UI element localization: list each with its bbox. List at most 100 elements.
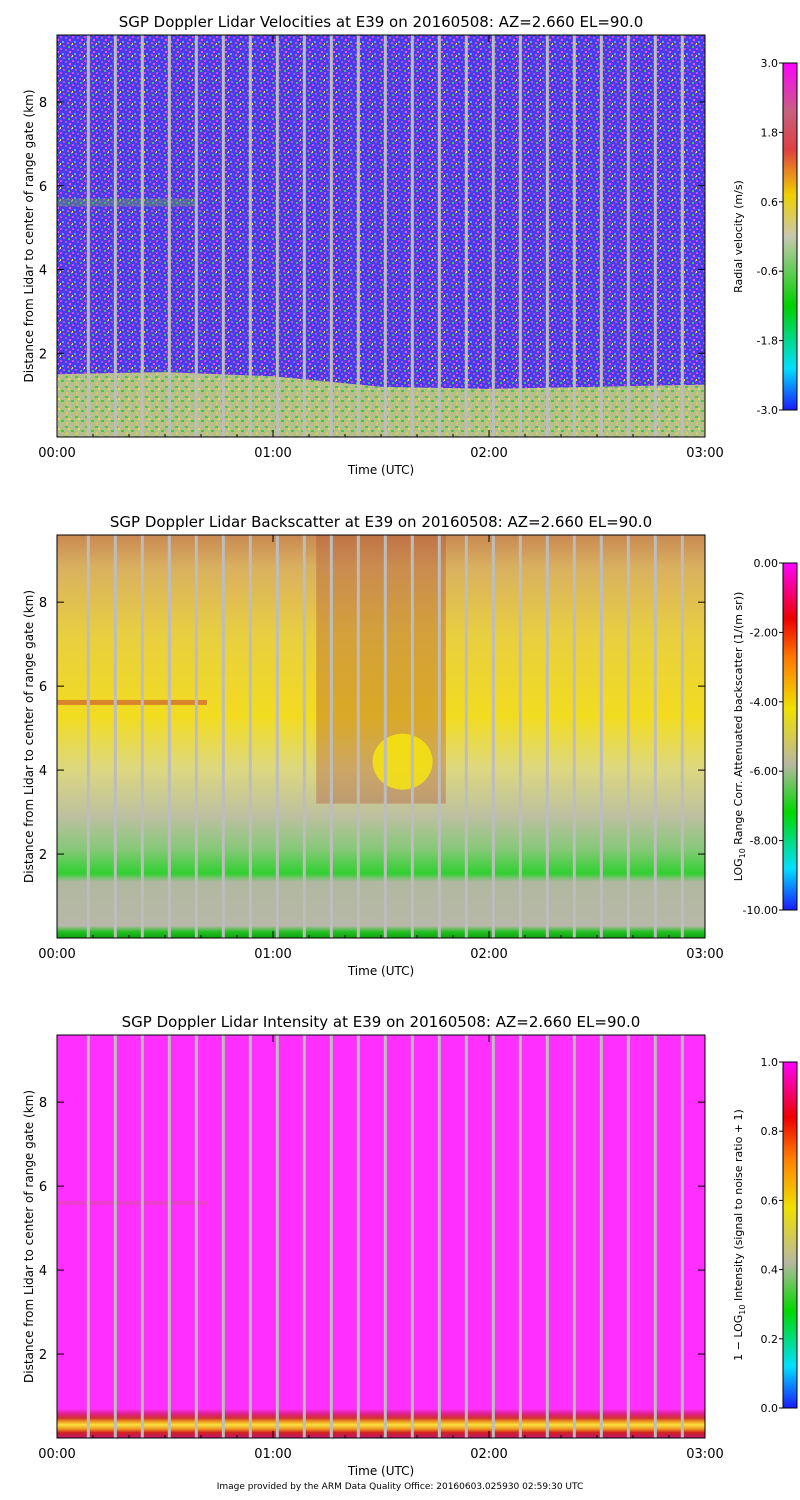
boundary-layer-region xyxy=(57,372,705,437)
scan-gap xyxy=(86,535,90,938)
panel-1: SGP Doppler Lidar Velocities at E39 on 2… xyxy=(22,13,798,477)
y-tick-label: 8 xyxy=(39,96,47,111)
x-axis-label: Time (UTC) xyxy=(347,463,414,477)
scan-gap xyxy=(356,1035,360,1438)
y-tick-label: 8 xyxy=(39,1096,47,1111)
colorbar-label: 1 − LOG10 Intensity (signal to noise rat… xyxy=(732,1109,747,1361)
attribution-footer: Image provided by the ARM Data Quality O… xyxy=(216,1482,584,1492)
scan-gaps xyxy=(86,1035,684,1438)
scan-gap xyxy=(464,1035,468,1438)
colorbar-tick-label: -0.6 xyxy=(757,265,778,278)
scan-gap xyxy=(437,1035,441,1438)
scan-gap xyxy=(572,1035,576,1438)
scan-gap xyxy=(302,35,306,437)
scan-gap xyxy=(302,1035,306,1438)
scan-gap xyxy=(437,35,441,437)
colorbar-tick-label: -4.00 xyxy=(750,696,778,709)
panel-3: SGP Doppler Lidar Intensity at E39 on 20… xyxy=(22,1013,798,1478)
scan-gap xyxy=(248,35,252,437)
scan-gap xyxy=(275,1035,279,1438)
scan-gap xyxy=(113,1035,117,1438)
intensity-field xyxy=(57,1035,705,1438)
backscatter-field xyxy=(57,535,705,938)
colorbar-gradient xyxy=(782,62,798,411)
panel-2: SGP Doppler Lidar Backscatter at E39 on … xyxy=(22,513,798,978)
y-tick-label: 6 xyxy=(39,1180,47,1195)
colorbar-tick-label: 0.4 xyxy=(761,1264,779,1277)
scan-gap xyxy=(167,35,171,437)
scan-gap xyxy=(221,535,225,938)
aerosol-layer xyxy=(57,699,207,705)
x-tick-label: 00:00 xyxy=(38,1447,75,1462)
scan-gap xyxy=(545,535,549,938)
scan-gap xyxy=(194,1035,198,1438)
scan-gap xyxy=(248,1035,252,1438)
x-tick-label: 01:00 xyxy=(254,947,291,962)
scan-gap xyxy=(680,35,684,437)
scan-gaps xyxy=(86,35,684,437)
colorbar-tick-label: -10.00 xyxy=(743,904,778,917)
scan-gap xyxy=(221,1035,225,1438)
scan-gap xyxy=(599,535,603,938)
scan-gap xyxy=(356,35,360,437)
scan-gap xyxy=(599,35,603,437)
aerosol-layer xyxy=(57,198,198,207)
scan-gap xyxy=(680,535,684,938)
near-surface-band xyxy=(57,1408,705,1438)
high-backscatter-core xyxy=(372,733,433,790)
y-tick-label: 4 xyxy=(39,1264,47,1279)
scan-gap xyxy=(626,35,630,437)
scan-gap xyxy=(329,35,333,437)
colorbar-tick-label: 0.8 xyxy=(761,1125,779,1138)
scan-gap xyxy=(275,35,279,437)
scan-gap xyxy=(491,1035,495,1438)
x-axis-label: Time (UTC) xyxy=(347,964,414,978)
scan-gap xyxy=(356,535,360,938)
scan-gap xyxy=(221,35,225,437)
colorbar: -3.0 -1.8 -0.6 0.6 1.8 3.0 Radial velocity (m/… xyxy=(732,57,798,417)
scan-gap xyxy=(437,535,441,938)
scan-gap xyxy=(113,35,117,437)
scan-gap xyxy=(383,535,387,938)
scan-gap xyxy=(680,1035,684,1438)
chart-title: SGP Doppler Lidar Backscatter at E39 on … xyxy=(110,513,652,531)
x-tick-label: 00:00 xyxy=(38,446,75,461)
scan-gap xyxy=(653,1035,657,1438)
scan-gap xyxy=(167,535,171,938)
colorbar-tick-label: -3.0 xyxy=(757,404,778,417)
scan-gap xyxy=(491,535,495,938)
y-axis-label: Distance from Lidar to center of range g… xyxy=(22,590,36,883)
colorbar: 0.0 0.2 0.4 0.6 0.8 1.0 1 − LOG10 Intensity (s… xyxy=(732,1056,798,1415)
y-tick-label: 6 xyxy=(39,680,47,695)
colorbar-tick-label: 1.0 xyxy=(761,1056,779,1069)
colorbar-tick-label: -1.8 xyxy=(757,335,778,348)
scan-gap xyxy=(86,35,90,437)
y-tick-label: 2 xyxy=(39,1348,47,1363)
chart-title: SGP Doppler Lidar Intensity at E39 on 20… xyxy=(122,1013,641,1031)
scan-gaps xyxy=(86,535,684,938)
scan-gap xyxy=(410,35,414,437)
y-tick-label: 4 xyxy=(39,764,47,779)
colorbar-tick-label: -6.00 xyxy=(750,765,778,778)
scan-gap xyxy=(302,535,306,938)
scan-gap xyxy=(140,1035,144,1438)
scan-gap xyxy=(545,1035,549,1438)
x-axis: 00:00 01:00 02:00 03:00 Time (UTC) xyxy=(38,535,724,978)
y-tick-label: 8 xyxy=(39,596,47,611)
scan-gap xyxy=(383,35,387,437)
scan-gap xyxy=(86,1035,90,1438)
scan-gap xyxy=(167,1035,171,1438)
colorbar-tick-label: 3.0 xyxy=(761,57,779,70)
scan-gap xyxy=(410,1035,414,1438)
colorbar-gradient xyxy=(782,562,798,911)
colorbar-tick-label: 0.00 xyxy=(754,557,779,570)
scan-gap xyxy=(248,535,252,938)
scan-gap xyxy=(518,1035,522,1438)
x-tick-label: 01:00 xyxy=(254,1447,291,1462)
x-tick-label: 02:00 xyxy=(470,1447,507,1462)
scan-gap xyxy=(599,1035,603,1438)
colorbar-gradient xyxy=(782,1061,798,1409)
colorbar-tick-label: 0.2 xyxy=(761,1333,779,1346)
